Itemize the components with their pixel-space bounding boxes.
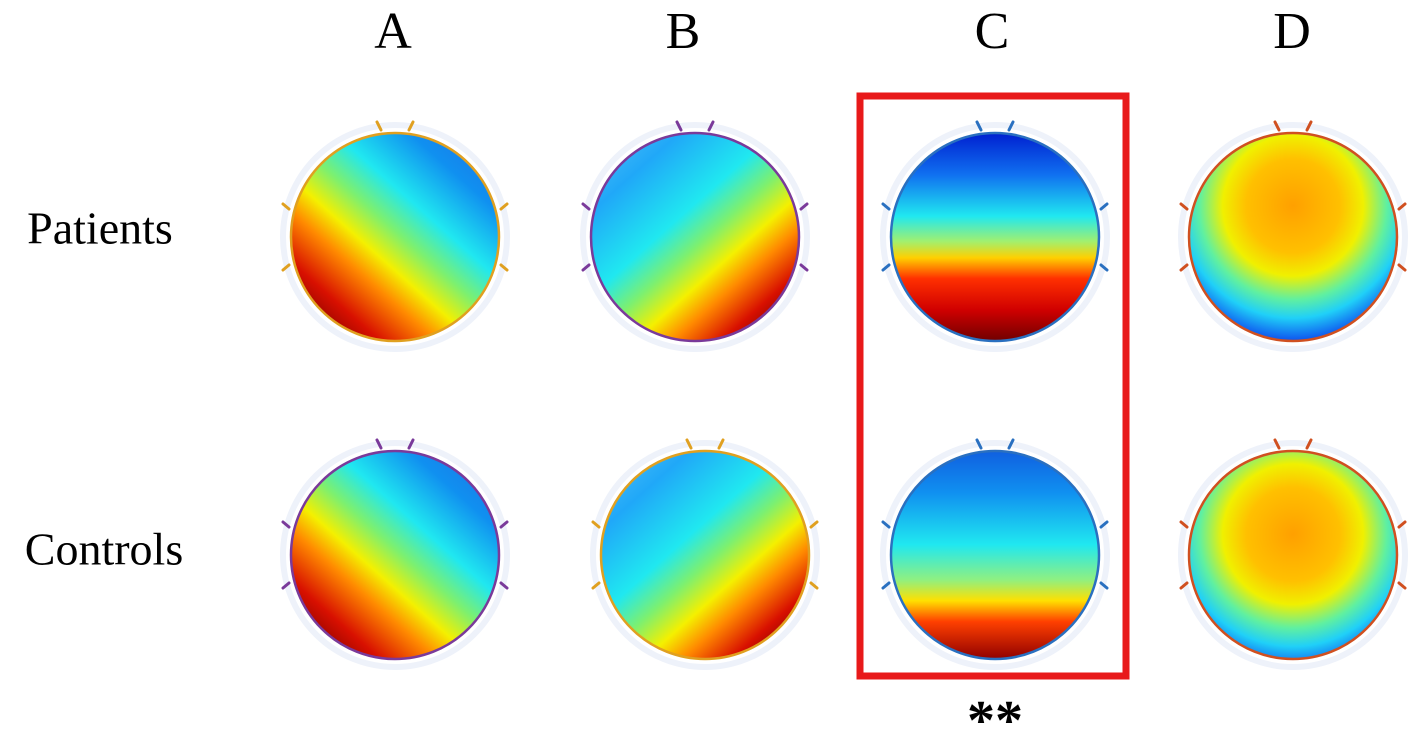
head-halo <box>280 440 510 670</box>
electrode-marker <box>1179 263 1189 272</box>
topomap <box>590 438 820 670</box>
electrode-marker <box>1179 581 1189 590</box>
topomap <box>280 120 510 352</box>
electrode-marker <box>1179 202 1189 211</box>
electrode-marker <box>1007 120 1015 132</box>
electrode-marker <box>1099 520 1109 529</box>
significance-annotation: ** <box>967 690 1023 744</box>
electrode-marker <box>809 581 819 590</box>
electrode-marker <box>499 520 509 529</box>
head-halo <box>880 440 1110 670</box>
electrode-marker <box>675 120 683 132</box>
electrode-marker <box>717 438 725 450</box>
topomap <box>1178 120 1408 352</box>
head-halo <box>590 440 820 670</box>
topomap <box>880 120 1110 352</box>
electrode-marker <box>1273 120 1281 132</box>
head-halo <box>1178 440 1408 670</box>
electrode-marker <box>881 520 891 529</box>
column-label: B <box>666 3 701 60</box>
electrode-marker <box>499 202 509 211</box>
electrode-marker <box>375 120 383 132</box>
head-halo <box>280 122 510 352</box>
electrode-marker <box>375 438 383 450</box>
head-halo <box>580 122 810 352</box>
topomap <box>1178 438 1408 670</box>
head-map <box>289 449 501 661</box>
head-map <box>889 449 1101 661</box>
column-label: A <box>374 3 412 60</box>
highlight-box <box>856 92 1130 680</box>
head-map <box>1187 449 1399 661</box>
electrode-marker <box>1397 202 1407 211</box>
topomaps <box>280 120 1408 670</box>
head-map <box>889 131 1101 343</box>
electrode-marker <box>499 263 509 272</box>
electrode-marker <box>581 202 591 211</box>
topomap <box>880 438 1110 670</box>
electrode-marker <box>407 438 415 450</box>
electrode-marker <box>799 263 809 272</box>
electrode-marker <box>581 263 591 272</box>
head-map <box>1187 131 1399 343</box>
electrode-marker <box>707 120 715 132</box>
electrode-marker <box>1007 438 1015 450</box>
electrode-marker <box>975 120 983 132</box>
electrode-marker <box>407 120 415 132</box>
electrode-marker <box>281 581 291 590</box>
electrode-marker <box>1397 581 1407 590</box>
electrode-marker <box>975 438 983 450</box>
electrode-marker <box>1305 120 1313 132</box>
head-map <box>589 131 801 343</box>
electrode-marker <box>591 520 601 529</box>
head-halo <box>880 122 1110 352</box>
electrode-marker <box>881 263 891 272</box>
head-halo <box>1178 122 1408 352</box>
electrode-marker <box>809 520 819 529</box>
topomap <box>280 438 510 670</box>
electrode-marker <box>685 438 693 450</box>
electrode-marker <box>1179 520 1189 529</box>
electrode-marker <box>499 581 509 590</box>
electrode-marker <box>281 263 291 272</box>
topomap <box>580 120 810 352</box>
row-label: Patients <box>27 203 173 254</box>
column-label: C <box>975 3 1010 60</box>
electrode-marker <box>799 202 809 211</box>
electrode-marker <box>1305 438 1313 450</box>
electrode-marker <box>881 581 891 590</box>
head-map <box>289 131 501 343</box>
electrode-marker <box>881 202 891 211</box>
electrode-marker <box>281 520 291 529</box>
electrode-marker <box>1397 263 1407 272</box>
electrode-marker <box>1099 202 1109 211</box>
electrode-marker <box>591 581 601 590</box>
head-map <box>599 449 811 661</box>
electrode-marker <box>1273 438 1281 450</box>
electrode-marker <box>1397 520 1407 529</box>
electrode-marker <box>281 202 291 211</box>
row-label: Controls <box>25 524 183 575</box>
electrode-marker <box>1099 263 1109 272</box>
column-label: D <box>1273 3 1311 60</box>
electrode-marker <box>1099 581 1109 590</box>
